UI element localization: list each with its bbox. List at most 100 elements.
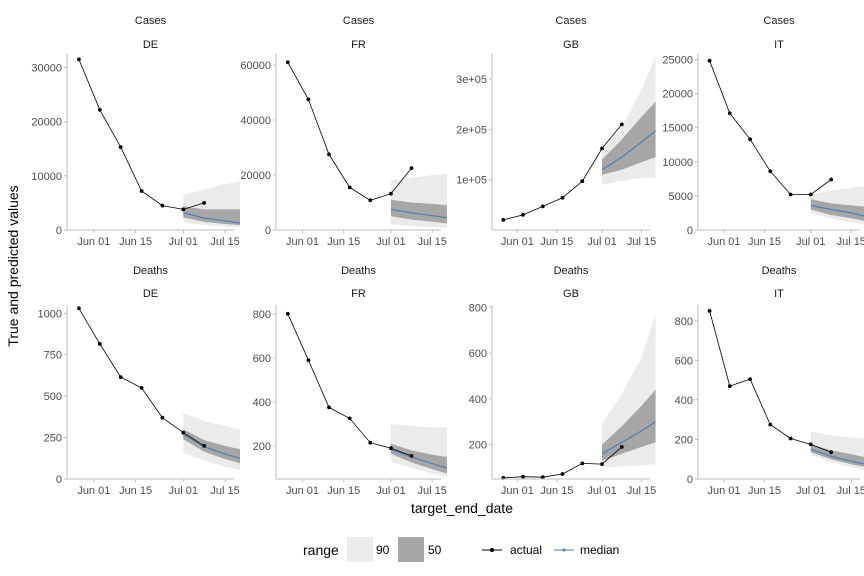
- panel-deaths-it-actual-point: [727, 384, 732, 388]
- panel-cases-de-xtick-label: Jul 01: [169, 236, 198, 248]
- panel-cases-it-ytick-label: 25000: [662, 54, 693, 66]
- panel-deaths-fr-strip-target: Deaths: [341, 265, 376, 277]
- panel-deaths-de-actual-point: [97, 342, 102, 346]
- panel-deaths-de-actual-point: [139, 386, 144, 390]
- panel-deaths-gb-band-50: [602, 389, 656, 461]
- panel-cases-gb-strip-location: GB: [563, 39, 579, 51]
- panel-cases-de-ytick-label: 10000: [31, 171, 62, 183]
- panel-cases-gb-actual-point: [540, 204, 545, 209]
- panel-cases-de-actual-point: [139, 189, 144, 193]
- panel-cases-gb-strip-target: Cases: [555, 15, 587, 27]
- panel-cases-fr-xtick-label: Jun 01: [286, 236, 319, 248]
- panel-deaths-gb-median-line: [601, 421, 656, 455]
- panel-cases-gb: Cases GB 1e+05 2e+05 3e+05 Jun 01 Jun 15 Jul 01…: [456, 15, 656, 248]
- panel-deaths-gb-actual-point: [560, 472, 565, 476]
- panel-deaths-it-actual-point: [808, 442, 813, 447]
- panel-cases-gb-xtick-label: Jun 01: [501, 236, 534, 248]
- panel-deaths-de-actual-point: [202, 444, 207, 448]
- panel-deaths-it-ytick-label: 0: [687, 474, 693, 486]
- panel-deaths-fr-actual-point: [409, 454, 414, 458]
- panel-deaths-it-xtick-label: Jun 01: [708, 485, 741, 497]
- panel-deaths-fr-xtick-label: Jul 15: [417, 485, 446, 497]
- panel-cases-de-strip-target: Cases: [135, 15, 167, 27]
- panel-cases-de-actual-point: [160, 203, 165, 208]
- panel-deaths-de-strip-target: Deaths: [133, 265, 168, 277]
- panel-deaths-de-ytick-label: 750: [44, 350, 62, 362]
- panel-deaths-it-actual-point: [829, 450, 833, 455]
- x-axis-title: target_end_date: [411, 500, 513, 516]
- panel-cases-fr-actual-point: [327, 152, 331, 157]
- panel-cases-it-actual-point: [788, 192, 793, 197]
- panel-deaths-gb-actual-point: [580, 461, 585, 466]
- panel-deaths-fr-band-50: [390, 443, 447, 474]
- legend-median-point: [562, 548, 566, 552]
- panel-deaths-de-median-line: [182, 433, 241, 459]
- panel-cases-fr-ytick-label: 40000: [240, 115, 271, 127]
- panel-deaths-it-strip-location: IT: [774, 288, 784, 300]
- panel-deaths-fr-ytick-label: 400: [253, 397, 271, 409]
- panel-cases-it-median-line: [810, 204, 864, 217]
- panel-deaths-gb-ytick-label: 800: [469, 302, 487, 314]
- panel-deaths-de-xtick-label: Jun 15: [119, 485, 152, 497]
- panel-deaths-de: Deaths DE 0 250 500 750 1000 Jun 01 Jun 15 Jul 01…: [38, 265, 241, 497]
- panel-cases-fr-xtick-label: Jul 15: [417, 236, 446, 248]
- panel-cases-gb-actual-point: [619, 122, 624, 127]
- panel-cases-de-actual-point: [77, 57, 81, 62]
- panel-cases-fr-ytick-label: 20000: [240, 170, 271, 182]
- panel-deaths-gb-strip-location: GB: [563, 288, 579, 300]
- legend-label-90: 90: [376, 543, 390, 557]
- panel-cases-it-xtick-label: Jul 15: [837, 236, 864, 248]
- panel-deaths-gb-strip-target: Deaths: [554, 265, 589, 277]
- panel-cases-fr-actual-point: [306, 97, 311, 102]
- panel-cases-fr-xtick-label: Jul 01: [376, 236, 405, 248]
- panel-cases-it-ytick-label: 5000: [669, 191, 693, 203]
- panel-deaths-it-xtick-label: Jul 01: [796, 485, 825, 497]
- panel-cases-it-actual-point: [707, 58, 712, 63]
- panel-deaths-de-xtick-label: Jul 15: [210, 485, 239, 497]
- panel-cases-it-actual-point: [768, 169, 773, 174]
- panel-deaths-it-ytick-label: 800: [675, 316, 693, 328]
- panel-cases-fr-actual-point: [347, 185, 352, 190]
- panel-deaths-gb-xtick-label: Jul 01: [587, 485, 616, 497]
- panel-cases-de: Cases DE 0 10000 20000 30000 Jun 01 Jun 15 Jul 0…: [31, 15, 241, 248]
- panel-deaths-gb-xtick-label: Jul 15: [627, 485, 656, 497]
- panel-cases-fr-actual-point: [368, 198, 373, 203]
- panel-cases-fr-strip-location: FR: [351, 39, 366, 51]
- panel-cases-gb-ytick-label: 1e+05: [456, 175, 487, 187]
- panel-deaths-gb-actual-point: [600, 462, 604, 466]
- panel-deaths-gb-actual-point: [540, 475, 545, 480]
- legend-swatch-90: [347, 537, 373, 562]
- panel-deaths-it: Deaths IT 0 200 400 600 800 Jun 01 Jun 15 Jul 01 J…: [675, 265, 864, 497]
- panel-cases-it-ytick-label: 10000: [662, 157, 693, 169]
- panel-cases-de-strip-location: DE: [143, 39, 158, 51]
- panel-deaths-de-ytick-label: 1000: [38, 308, 62, 320]
- panel-cases-de-actual-point: [202, 201, 207, 205]
- legend-range-title: range: [303, 542, 339, 558]
- panel-cases-de-xtick-label: Jun 15: [119, 236, 152, 248]
- panel-cases-gb-ytick-label: 3e+05: [456, 74, 487, 86]
- panel-deaths-de-actual-point: [77, 306, 81, 311]
- panel-deaths-fr-ytick-label: 200: [253, 441, 271, 453]
- panel-cases-it-actual-point: [808, 192, 813, 197]
- panel-deaths-de-actual-point: [181, 430, 186, 435]
- panel-cases-fr-actual-point: [389, 191, 393, 196]
- panel-cases-fr: Cases FR 0 20000 40000 60000 Jun 01 Jun 15 Jul 0…: [240, 15, 447, 248]
- panel-deaths-de-xtick-label: Jun 01: [77, 485, 110, 497]
- panel-cases-de-median-line: [183, 212, 241, 224]
- panel-deaths-fr-actual-point: [327, 405, 331, 410]
- panel-cases-de-xtick-label: Jul 15: [210, 236, 239, 248]
- panel-deaths-de-xtick-label: Jul 01: [169, 485, 198, 497]
- panel-deaths-gb-ytick-label: 200: [469, 440, 487, 452]
- legend-swatch-50: [398, 537, 424, 562]
- panel-deaths-gb: Deaths GB 200 400 600 800 Jun 01 Jun 15 Jul 01 Ju…: [469, 265, 657, 497]
- panel-cases-gb-actual-point: [600, 146, 604, 151]
- panel-deaths-gb-xtick-label: Jun 15: [540, 485, 573, 497]
- panel-deaths-fr-actual-point: [368, 440, 373, 445]
- panel-deaths-it-ytick-label: 400: [675, 395, 693, 407]
- panel-cases-fr-actual-point: [409, 166, 414, 171]
- panel-deaths-fr-actual-point: [347, 416, 352, 421]
- panel-cases-gb-ytick-label: 2e+05: [456, 124, 487, 136]
- panel-cases-it-xtick-label: Jul 01: [796, 236, 825, 248]
- panel-cases-gb-xtick-label: Jul 15: [627, 236, 656, 248]
- panel-cases-it-actual-point: [829, 177, 833, 182]
